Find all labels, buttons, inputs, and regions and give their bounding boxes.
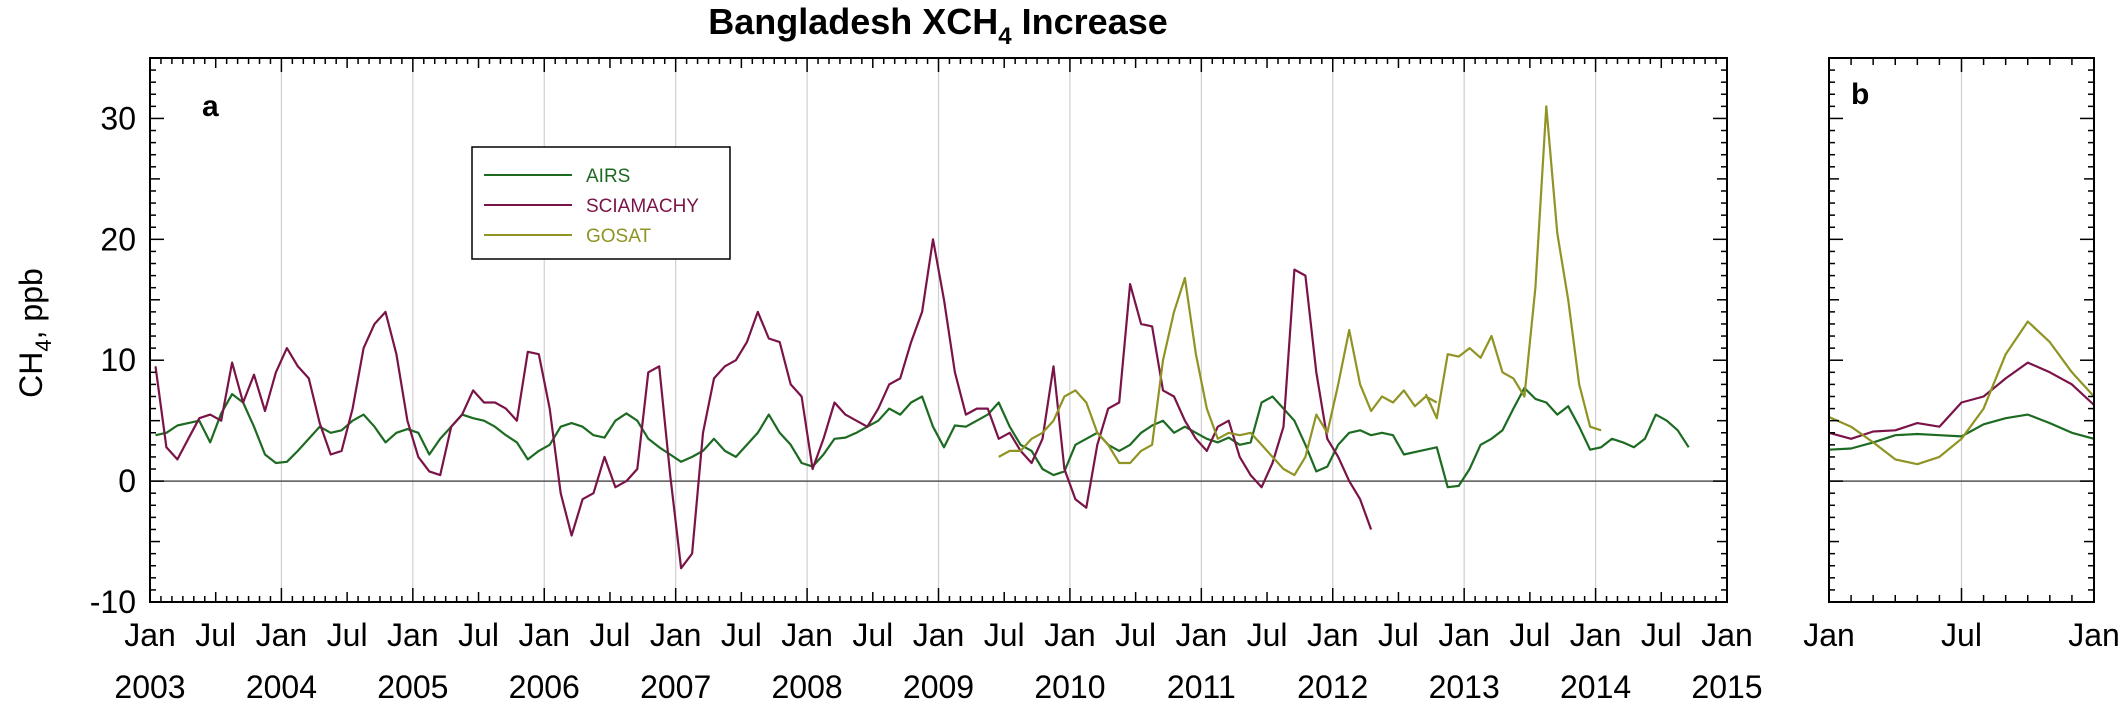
x-tick-label-a-9: Jul — [721, 617, 762, 653]
x-tick-label-a-22: Jan — [1570, 617, 1622, 653]
y-tick-label-0: 0 — [118, 463, 136, 499]
series-line-a-sciamachy-1 — [154, 238, 1373, 570]
legend-label-airs: AIRS — [586, 166, 630, 187]
y-tick-label-10: 10 — [100, 342, 136, 378]
panel-a: -10 0 10 20 30 Jan Jul Jan Jul Jan Jul Jan Jul Jan Ju… — [90, 57, 1763, 705]
x-tick-label-a-18: Jan — [1307, 617, 1359, 653]
x-tick-label-a-6: Jan — [518, 617, 570, 653]
x-tick-label-a-2: Jan — [256, 617, 308, 653]
x-tick-label-a-23: Jul — [1641, 617, 1682, 653]
x-tick-labels-b: Jan Jul Jan — [1803, 617, 2120, 653]
year-label-2015: 2015 — [1691, 669, 1762, 705]
y-tick-label-20: 20 — [100, 221, 136, 257]
panel-label-b: b — [1851, 78, 1869, 111]
year-label-2011: 2011 — [1167, 669, 1236, 705]
y-axis-label: CH4, ppb — [13, 268, 56, 398]
chart-title: Bangladesh XCH4 Increase — [708, 1, 1168, 50]
x-tick-label-b-1: Jul — [1941, 617, 1982, 653]
ticks-a — [149, 57, 1728, 603]
year-label-2009: 2009 — [903, 669, 974, 705]
panel-label-a: a — [202, 90, 219, 123]
year-label-2005: 2005 — [377, 669, 448, 705]
x-tick-label-a-14: Jan — [1044, 617, 1096, 653]
x-tick-label-a-4: Jan — [387, 617, 439, 653]
x-tick-label-a-13: Jul — [984, 617, 1025, 653]
x-tick-label-a-16: Jan — [1176, 617, 1228, 653]
x-tick-label-a-1: Jul — [195, 617, 236, 653]
y-tick-label-30: 30 — [100, 100, 136, 136]
legend-box — [471, 146, 731, 260]
x-tick-label-a-5: Jul — [458, 617, 499, 653]
y-tick-labels: -10 0 10 20 30 — [90, 100, 136, 620]
x-tick-label-a-11: Jul — [852, 617, 893, 653]
year-label-2012: 2012 — [1297, 669, 1368, 705]
x-tick-label-a-0: Jan — [124, 617, 176, 653]
legend-label-sciamachy: SCIAMACHY — [586, 196, 699, 217]
grid-a — [280, 58, 1597, 602]
year-label-2008: 2008 — [771, 669, 842, 705]
legend-label-gosat: GOSAT — [586, 226, 651, 247]
year-label-2003: 2003 — [114, 669, 185, 705]
x-tick-label-a-21: Jul — [1509, 617, 1550, 653]
x-tick-label-b-0: Jan — [1803, 617, 1855, 653]
year-label-2013: 2013 — [1429, 669, 1500, 705]
series-a — [154, 105, 1690, 570]
x-tick-label-a-15: Jul — [1115, 617, 1156, 653]
year-label-2014: 2014 — [1560, 669, 1631, 705]
x-tick-label-a-24: Jan — [1701, 617, 1753, 653]
series-line-a-gosat-3 — [1424, 105, 1602, 432]
x-tick-label-a-12: Jan — [913, 617, 965, 653]
series-line-a-airs-0 — [155, 386, 1690, 489]
year-label-2004: 2004 — [246, 669, 317, 705]
x-tick-label-a-10: Jan — [781, 617, 833, 653]
x-tick-label-a-17: Jul — [1247, 617, 1288, 653]
series-b — [1828, 320, 2095, 466]
x-tick-label-a-8: Jan — [650, 617, 702, 653]
x-tick-label-a-7: Jul — [590, 617, 631, 653]
x-tick-labels-a: Jan Jul Jan Jul Jan Jul Jan Jul Jan Jul Jan Jul Jan J… — [114, 617, 1762, 705]
series-line-b-sciamachy — [1828, 361, 2095, 440]
ticks-b — [1828, 57, 2095, 603]
year-label-2007: 2007 — [640, 669, 711, 705]
x-tick-label-a-19: Jul — [1378, 617, 1419, 653]
series-line-b-gosat — [1828, 320, 2095, 466]
year-label-2006: 2006 — [509, 669, 580, 705]
series-line-a-gosat-2 — [998, 276, 1438, 477]
year-label-2010: 2010 — [1034, 669, 1105, 705]
legend: AIRS SCIAMACHY GOSAT — [471, 146, 731, 260]
y-tick-label--10: -10 — [90, 584, 136, 620]
x-tick-label-a-3: Jul — [327, 617, 368, 653]
panel-b: Jan Jul Jan b — [1803, 57, 2120, 653]
x-tick-label-b-2: Jan — [2068, 617, 2120, 653]
x-tick-label-a-20: Jan — [1438, 617, 1490, 653]
